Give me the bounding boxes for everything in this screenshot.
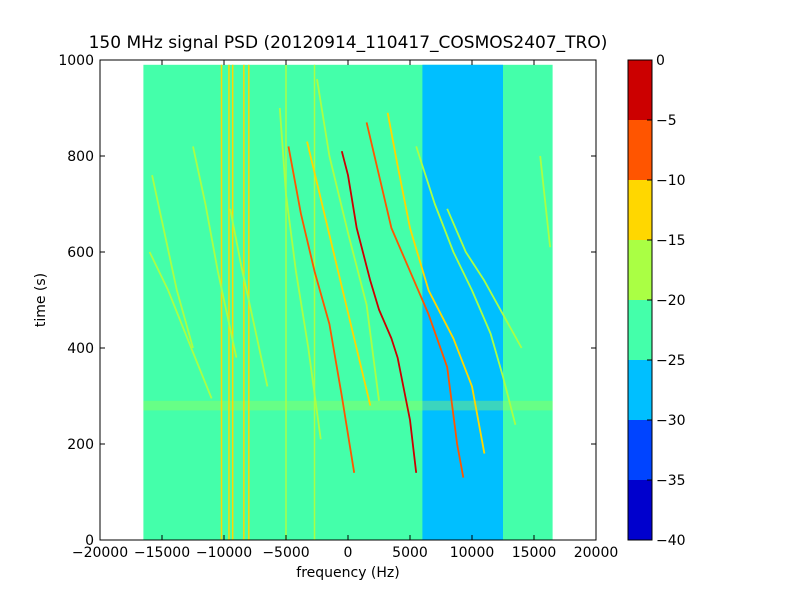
y-axis: 0 200 400 600 800 1000 [58,53,596,549]
y-tick-label: 0 [85,533,94,549]
doppler-trace [278,107,322,440]
doppler-trace [192,146,238,358]
colorbar [627,59,653,541]
doppler-trace [148,251,213,399]
colorbar-tick-label: −15 [656,233,686,249]
doppler-trace [365,122,465,478]
y-tick-label: 200 [67,437,94,453]
doppler-trace [386,112,486,454]
doppler-trace [306,141,372,406]
x-tick-label: 15000 [512,545,557,561]
colorbar-segment [628,420,652,480]
x-tick-label: −5000 [262,545,309,561]
y-axis-label: time (s) [33,273,49,327]
y-tick-label: 400 [67,341,94,357]
y-tick-label: 800 [67,149,94,165]
doppler-trace [340,150,418,473]
x-tick-label: 5000 [392,545,428,561]
heatmap-layer [143,64,553,540]
x-tick-label: −15000 [134,545,190,561]
colorbar-segment [628,300,652,360]
colorbar-tick-label: −10 [656,173,686,189]
x-tick-label: 20000 [574,545,619,561]
y-tick-label: 1000 [58,53,94,69]
x-axis-label: frequency (Hz) [296,565,399,581]
doppler-trace [287,146,356,473]
colorbar-tick-label: −25 [656,353,686,369]
colorbar-tick-label: −5 [656,113,677,129]
x-tick-label: 10000 [450,545,495,561]
colorbar-tick-label: −30 [656,413,686,429]
x-tick-label: 0 [344,545,353,561]
colorbar-segment [628,180,652,240]
colorbar-tick-label: −20 [656,293,686,309]
colorbar-segment [628,60,652,120]
x-tick-label: −20000 [72,545,128,561]
interference-band [143,400,553,411]
colorbar-tick-label: −35 [656,473,686,489]
y-tick-label: 600 [67,245,94,261]
colorbar-tick-label: −40 [656,533,686,549]
colorbar-segment [628,240,652,300]
colorbar-segment [628,120,652,180]
x-axis: −20000 −15000 −10000 −5000 0 5000 10000 15000 20… [72,60,618,561]
doppler-trace [539,155,552,248]
doppler-trace [446,208,523,349]
colorbar-axis: 0 −5 −10 −15 −20 −25 −30 −35 −40 [647,53,686,549]
doppler-trace [229,208,269,387]
colorbar-tick-label: 0 [656,53,665,69]
doppler-trace [151,175,194,349]
colorbar-segment [628,480,652,540]
x-tick-label: −10000 [196,545,252,561]
colorbar-segment [628,360,652,420]
doppler-trace [415,146,517,426]
chart-title: 150 MHz signal PSD (20120914_110417_COSM… [89,33,608,53]
doppler-trace [316,79,380,401]
low-power-region [422,64,503,540]
